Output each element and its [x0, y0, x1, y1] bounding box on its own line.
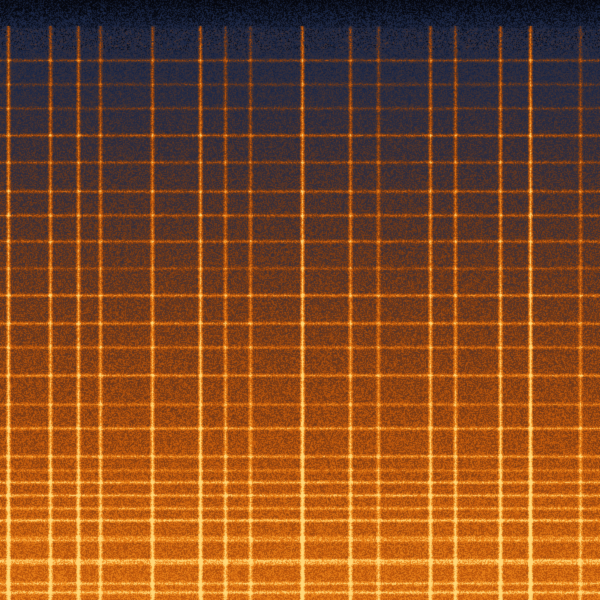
spectrogram-image [0, 0, 600, 600]
